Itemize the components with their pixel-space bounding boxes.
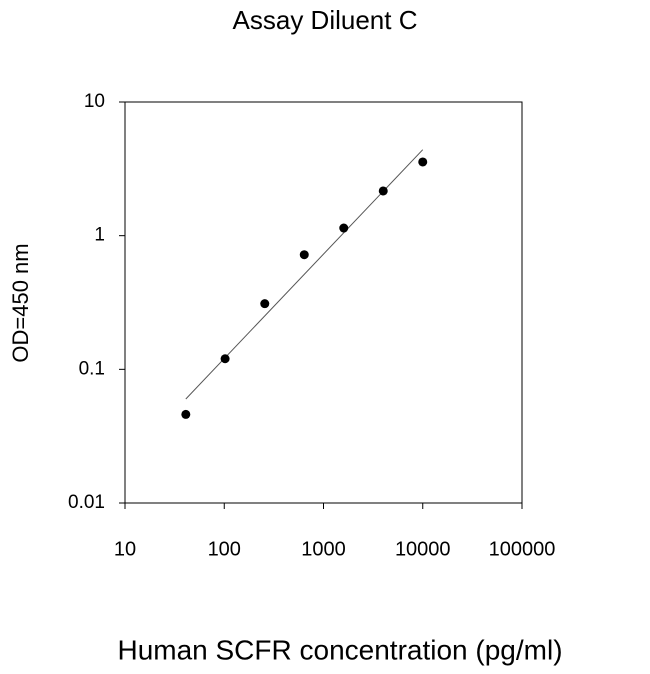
data-point [181,409,191,419]
data-point [299,250,309,260]
fit-line [185,149,424,400]
plot-frame [124,101,523,504]
x-axis-label: Human SCFR concentration (pg/ml) [117,634,562,665]
chart-title: Assay Diluent C [233,5,418,35]
y-tick-label: 0.01 [68,492,105,513]
x-tick-label: 100000 [489,538,556,560]
data-point [220,354,230,364]
y-axis-label: OD=450 nm [8,243,33,362]
x-tick-label: 10 [114,538,136,560]
y-tick-label: 1 [94,225,105,246]
y-tick-label: 0.1 [79,358,105,379]
x-tick-label: 1000 [301,538,346,560]
data-point [418,157,428,167]
data-point [260,299,270,309]
data-point [339,223,349,233]
y-tick-label: 10 [84,91,105,112]
data-point [378,186,388,196]
x-tick-label: 10000 [395,538,451,560]
x-tick-label: 100 [208,538,241,560]
